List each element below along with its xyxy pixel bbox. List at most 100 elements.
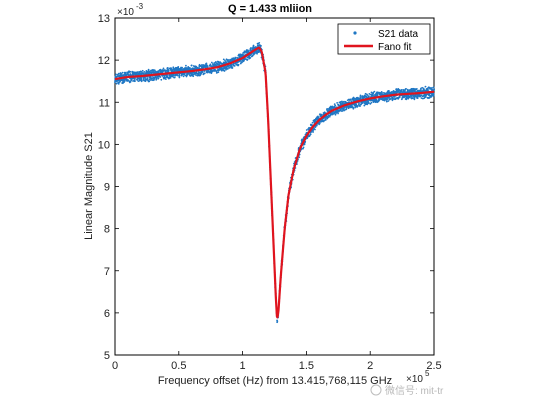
x-exponent-power: 5 bbox=[425, 369, 430, 378]
data-point bbox=[421, 86, 424, 89]
y-tick-label: 13 bbox=[98, 13, 110, 25]
data-point bbox=[368, 92, 371, 95]
data-point bbox=[258, 41, 261, 44]
data-point bbox=[384, 97, 387, 100]
y-tick-label: 9 bbox=[104, 182, 110, 194]
data-point bbox=[251, 54, 254, 57]
data-point bbox=[138, 79, 141, 82]
data-point bbox=[432, 86, 435, 89]
data-point bbox=[231, 65, 233, 68]
data-point bbox=[317, 116, 320, 119]
data-point bbox=[129, 70, 132, 73]
data-point bbox=[148, 80, 151, 83]
data-point bbox=[190, 64, 193, 67]
data-point bbox=[372, 92, 375, 95]
data-point bbox=[129, 80, 132, 83]
data-point bbox=[142, 72, 145, 75]
data-point bbox=[231, 66, 234, 69]
data-point bbox=[366, 94, 369, 96]
data-point bbox=[182, 75, 185, 78]
data-point bbox=[315, 124, 318, 127]
data-point bbox=[411, 94, 414, 97]
data-point bbox=[302, 146, 305, 149]
data-point bbox=[203, 72, 206, 75]
watermark: 微信号: mit-tr bbox=[370, 384, 444, 397]
y-tick-label: 5 bbox=[104, 350, 110, 362]
data-point bbox=[349, 98, 352, 101]
data-point bbox=[176, 74, 179, 77]
data-point bbox=[328, 115, 331, 118]
data-point bbox=[372, 94, 375, 97]
data-point bbox=[405, 98, 408, 101]
data-point bbox=[341, 110, 344, 112]
data-point bbox=[217, 61, 220, 63]
data-point bbox=[327, 116, 330, 118]
data-point bbox=[427, 89, 429, 92]
data-point bbox=[311, 121, 314, 124]
data-point bbox=[159, 76, 162, 78]
data-point bbox=[115, 82, 118, 85]
data-point bbox=[366, 103, 369, 106]
data-point bbox=[336, 102, 339, 104]
y-tick-label: 6 bbox=[104, 308, 110, 320]
data-point bbox=[252, 44, 255, 47]
data-point bbox=[223, 70, 226, 72]
data-point bbox=[115, 73, 117, 76]
data-point bbox=[391, 99, 394, 102]
data-point bbox=[390, 91, 393, 93]
data-point bbox=[324, 119, 327, 121]
chart-title: Q = 1.433 mliion bbox=[228, 3, 312, 15]
legend-label-data: S21 data bbox=[378, 29, 418, 40]
data-point bbox=[138, 78, 141, 81]
data-point bbox=[209, 63, 212, 66]
data-point bbox=[309, 133, 312, 136]
y-tick-label: 8 bbox=[104, 224, 110, 236]
data-point bbox=[166, 66, 169, 69]
data-point bbox=[148, 78, 151, 81]
data-point bbox=[237, 63, 240, 66]
data-point bbox=[367, 101, 370, 104]
data-point bbox=[337, 112, 339, 115]
data-point bbox=[154, 70, 157, 73]
data-point bbox=[117, 72, 120, 75]
data-point bbox=[239, 62, 242, 65]
data-point bbox=[185, 64, 187, 67]
data-point bbox=[225, 61, 228, 64]
data-point bbox=[167, 69, 170, 72]
y-axis-label: Linear Magnitude S21 bbox=[83, 132, 95, 240]
data-point bbox=[222, 58, 225, 61]
data-point bbox=[155, 77, 158, 80]
data-point bbox=[424, 96, 427, 98]
data-point bbox=[239, 53, 242, 56]
data-point bbox=[356, 105, 359, 108]
data-point bbox=[318, 122, 321, 125]
data-point bbox=[378, 98, 381, 101]
data-point bbox=[370, 101, 373, 104]
data-point bbox=[225, 58, 228, 61]
data-point bbox=[373, 90, 376, 93]
data-point bbox=[305, 129, 308, 131]
data-point bbox=[177, 65, 180, 68]
x-tick-label: 1.5 bbox=[299, 360, 314, 372]
data-point bbox=[388, 90, 390, 92]
data-point bbox=[144, 76, 146, 79]
data-point bbox=[173, 76, 176, 79]
data-point bbox=[200, 64, 203, 66]
data-point bbox=[413, 98, 416, 101]
data-point bbox=[205, 62, 208, 65]
data-point bbox=[352, 106, 355, 109]
data-point bbox=[326, 107, 329, 110]
data-point bbox=[134, 78, 136, 80]
data-point bbox=[233, 62, 236, 65]
data-point bbox=[140, 77, 143, 79]
data-point bbox=[206, 65, 209, 68]
data-point bbox=[343, 106, 346, 109]
legend-label-fit: Fano fit bbox=[378, 42, 412, 53]
data-point bbox=[381, 91, 383, 94]
data-point bbox=[162, 67, 165, 70]
axis-ticks: 0 0.5 1 1.5 2 2.5 5 6 7 8 9 10 11 12 13 bbox=[98, 13, 442, 372]
data-point bbox=[359, 105, 361, 108]
data-point bbox=[416, 97, 419, 99]
data-point bbox=[431, 87, 433, 89]
